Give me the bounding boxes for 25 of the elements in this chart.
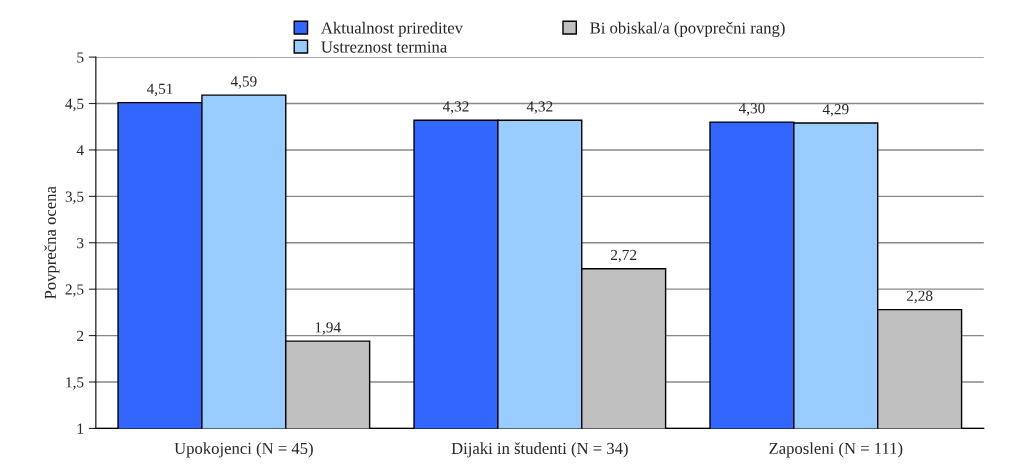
- y-tick-label: 4,5: [65, 98, 84, 112]
- y-tick-label: 2: [77, 330, 84, 341]
- data-label: 1,94: [315, 322, 341, 335]
- y-tick-label: 5: [77, 52, 84, 63]
- data-label: 2,28: [906, 290, 933, 304]
- y-tick-label: 2,5: [65, 284, 84, 297]
- y-tick-label: 3,5: [65, 191, 84, 204]
- legend-label: Aktualnost prireditev: [321, 21, 463, 37]
- data-label: 4,30: [738, 103, 765, 116]
- data-label: 4,32: [442, 101, 469, 114]
- data-label: 2,72: [610, 249, 637, 263]
- y-tick-label: 1,5: [66, 377, 84, 390]
- data-label: 4,32: [526, 101, 553, 114]
- legend-label: Bi obiskal/a (povprečni rang): [590, 21, 785, 38]
- y-axis-title: Povprečna ocena: [44, 186, 60, 299]
- legend-label: Ustreznost termina: [321, 41, 447, 53]
- data-label: 4,51: [146, 83, 173, 97]
- x-tick-label: Zaposleni (N = 111): [769, 442, 903, 458]
- x-tick-label: Upokojenci (N = 45): [174, 442, 313, 458]
- x-tick-label: Dijaki in študenti (N = 34): [451, 442, 628, 458]
- y-tick-label: 1: [77, 423, 84, 434]
- y-tick-label: 4: [76, 145, 84, 156]
- y-tick-label: 3: [77, 237, 84, 249]
- data-label: 4,29: [822, 104, 849, 117]
- data-label: 4,59: [230, 76, 257, 89]
